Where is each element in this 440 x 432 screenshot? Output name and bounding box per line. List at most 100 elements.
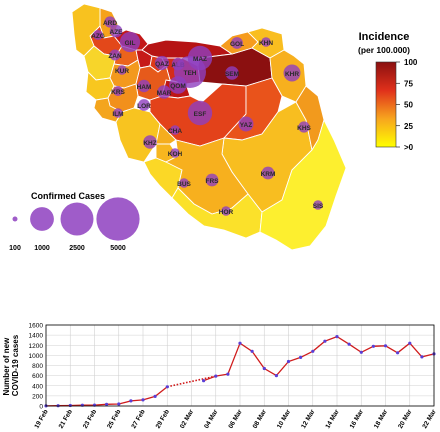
chart-point bbox=[383, 344, 388, 348]
province-sis bbox=[259, 118, 347, 251]
bubble-legend-label: 2500 bbox=[69, 245, 85, 252]
case-bubble-zan bbox=[109, 49, 121, 61]
case-bubble-cha bbox=[170, 125, 180, 135]
incidence-legend-subtitle: (per 100.000) bbox=[358, 45, 410, 55]
chart-x-tick: 27 Feb bbox=[130, 408, 146, 429]
case-bubble-gil bbox=[119, 31, 141, 53]
chart-point bbox=[286, 359, 291, 364]
chart-gridlines bbox=[45, 324, 435, 407]
chart-point bbox=[141, 398, 145, 402]
province-label-koh: KOH bbox=[168, 151, 183, 158]
chart-x-tick: 10 Mar bbox=[276, 408, 293, 430]
chart-point bbox=[153, 394, 157, 398]
province-label-khr: KHR bbox=[285, 71, 299, 78]
chart-x-tick: 08 Mar bbox=[252, 408, 269, 430]
province-label-gol: GOL bbox=[230, 41, 244, 48]
case-bubble-qaz bbox=[154, 55, 170, 71]
incidence-tick-label: 25 bbox=[404, 122, 413, 131]
chart-x-tick: 02 Mar bbox=[179, 408, 196, 430]
province-label-krm: KRM bbox=[261, 171, 276, 178]
chart-y-tick: 1200 bbox=[29, 343, 44, 350]
chart-x-tick: 20 Mar bbox=[397, 408, 414, 430]
province-label-frs: FRS bbox=[206, 178, 220, 185]
case-bubble-bus bbox=[179, 178, 189, 188]
chart-y-tick: 1600 bbox=[29, 323, 44, 330]
case-bubble-ilm bbox=[113, 108, 123, 118]
chart-ylabel-line-2: COVID-19 cases bbox=[11, 334, 20, 396]
chart-x-tick: 14 Mar bbox=[324, 408, 341, 430]
chart-x-tick: 23 Feb bbox=[82, 408, 98, 429]
province-label-maz: MAZ bbox=[193, 56, 207, 63]
chart-point bbox=[299, 355, 303, 359]
province-label-sem: SEM bbox=[225, 71, 239, 78]
chart-x-tick: 12 Mar bbox=[300, 408, 317, 430]
incidence-colorbar bbox=[375, 61, 397, 148]
chart-point bbox=[274, 374, 278, 378]
bubble-legend-label: 5000 bbox=[110, 245, 126, 252]
chart-x-tick: 18 Mar bbox=[373, 408, 390, 430]
province-label-ard: ARD bbox=[103, 20, 117, 27]
bubble-legend-label: 1000 bbox=[34, 245, 50, 252]
chart-point bbox=[347, 342, 351, 346]
chart-point bbox=[129, 399, 133, 403]
bubble-legend: Confirmed Cases 100 1000 2500 5000 bbox=[9, 191, 140, 252]
case-bubble-koh bbox=[170, 148, 180, 158]
bubble-legend-label: 100 bbox=[9, 245, 21, 252]
province-label-esf: ESF bbox=[194, 111, 207, 118]
chart-point bbox=[359, 350, 363, 354]
chart-point bbox=[214, 374, 218, 378]
case-bubble-qom bbox=[169, 76, 187, 94]
province-label-cha: CHA bbox=[168, 128, 182, 135]
chart-x-tick: 16 Mar bbox=[349, 408, 366, 430]
chart-plot-frame bbox=[45, 324, 435, 407]
chart-point bbox=[408, 341, 412, 345]
case-bubble-ard bbox=[104, 16, 116, 28]
province-label-khz: KHZ bbox=[143, 140, 156, 147]
case-bubble-khz bbox=[143, 135, 157, 149]
chart-point bbox=[105, 402, 109, 406]
case-bubbles-layer: ARDAZEAZGZANGILKURQAZALBTEHMAZSEMGOLKHNK… bbox=[91, 16, 324, 216]
chart-x-tick: 21 Feb bbox=[58, 408, 74, 429]
case-bubble-maz bbox=[187, 45, 213, 71]
province-label-lor: LOR bbox=[137, 103, 151, 110]
incidence-legend-ticks: 100 75 50 25 >0 bbox=[396, 58, 418, 152]
province-label-gil: GIL bbox=[125, 40, 136, 47]
chart-point bbox=[311, 349, 315, 353]
province-label-yaz: YAZ bbox=[240, 122, 252, 129]
case-bubble-mar bbox=[157, 85, 171, 99]
province-label-khs: KHS bbox=[297, 125, 311, 132]
iran-incidence-map: ARDAZEAZGZANGILKURQAZALBTEHMAZSEMGOLKHNK… bbox=[9, 3, 418, 252]
chart-point bbox=[238, 341, 242, 345]
province-label-hor: HOR bbox=[219, 209, 234, 216]
chart-y-tick: 800 bbox=[32, 363, 43, 370]
case-bubble-lor bbox=[138, 99, 150, 111]
bubble-legend-circle bbox=[96, 197, 140, 241]
chart-x-tick: 06 Mar bbox=[227, 408, 244, 430]
chart-ylabel-line-1: Number of new bbox=[2, 337, 11, 396]
bubble-legend-circle bbox=[30, 207, 54, 231]
chart-point bbox=[68, 403, 72, 408]
chart-x-tick: 29 Feb bbox=[155, 408, 171, 429]
province-label-bus: BUS bbox=[177, 181, 191, 188]
incidence-tick-label: 75 bbox=[404, 79, 413, 88]
case-bubble-sem bbox=[225, 66, 239, 80]
chart-point bbox=[323, 339, 327, 343]
chart-point bbox=[250, 349, 254, 353]
case-bubble-krm bbox=[261, 166, 275, 180]
chart-y-tick-labels: 0 200 400 600 800 1000 1200 1400 1600 bbox=[29, 323, 44, 411]
chart-y-tick: 1000 bbox=[29, 353, 44, 360]
bubble-legend-title: Confirmed Cases bbox=[31, 191, 105, 201]
province-label-ham: HAM bbox=[137, 84, 152, 91]
chart-y-tick: 200 bbox=[32, 393, 43, 400]
chart-series-segment bbox=[203, 335, 435, 382]
chart-point bbox=[335, 335, 339, 339]
chart-x-tick: 19 Feb bbox=[33, 408, 49, 429]
bubble-legend-circle bbox=[12, 216, 18, 222]
case-bubble-kur bbox=[117, 65, 127, 75]
incidence-tick-label: 100 bbox=[404, 58, 418, 67]
case-bubble-aze bbox=[109, 24, 123, 38]
chart-x-tick-labels: 19 Feb 21 Feb 23 Feb 25 Feb 27 Feb 29 Feb 02 M… bbox=[33, 408, 438, 430]
case-bubble-ham bbox=[137, 79, 151, 93]
chart-point bbox=[396, 351, 400, 355]
case-bubble-gol bbox=[231, 37, 243, 49]
